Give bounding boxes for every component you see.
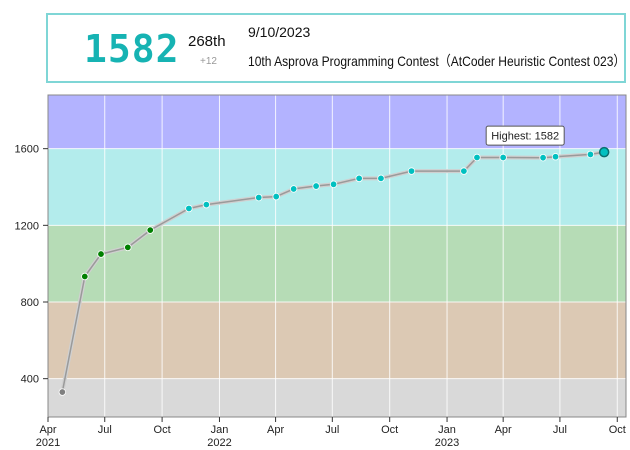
- data-point-4: [146, 226, 154, 234]
- data-point-10: [312, 182, 320, 190]
- contest-summary-card: 1582 268th +12 9/10/2023 10th Asprova Pr…: [46, 13, 626, 83]
- data-point-2: [97, 250, 105, 258]
- rating-line: [61, 151, 605, 393]
- rating-band-3: [48, 148, 626, 226]
- x-tick-label-8: Apr: [495, 424, 512, 436]
- data-point-8: [272, 192, 280, 201]
- data-point-12: [355, 174, 363, 183]
- x-tick-label-9: Jul: [553, 424, 567, 436]
- data-point-14: [407, 167, 416, 175]
- highest-label: Highest: 1582: [491, 131, 559, 143]
- x-tick-label-10: Oct: [609, 424, 626, 436]
- x-tick-label-1: Jul: [98, 424, 112, 436]
- x-tick-label-2: Oct: [154, 424, 171, 436]
- rating-change: +12: [200, 56, 217, 67]
- data-point-0: [58, 388, 67, 396]
- y-tick-label-1: 800: [21, 297, 39, 309]
- data-point-7: [255, 193, 263, 202]
- x-tick-label-3: Jan: [211, 424, 229, 436]
- y-tick-label-3: 1600: [15, 144, 39, 156]
- y-tick-label-0: 400: [21, 374, 39, 386]
- data-point-21: [598, 146, 610, 158]
- data-point-3: [124, 243, 132, 252]
- x-tick-year-3: 2022: [207, 437, 231, 449]
- x-tick-label-4: Apr: [267, 424, 284, 436]
- contest-date: 9/10/2023: [248, 24, 311, 40]
- current-rating: 1582: [84, 27, 180, 71]
- data-point-16: [473, 153, 481, 162]
- x-tick-label-7: Jan: [438, 424, 456, 436]
- plot-frame: [47, 94, 627, 418]
- rating-band-0: [48, 378, 626, 417]
- data-point-6: [202, 200, 211, 209]
- y-tick-label-2: 1200: [15, 220, 39, 232]
- data-point-18: [539, 153, 547, 162]
- rating-band-1: [48, 302, 626, 379]
- highest-label-box: [485, 125, 565, 146]
- data-point-17: [499, 153, 507, 162]
- x-tick-label-0: Apr: [39, 424, 56, 436]
- x-tick-label-6: Oct: [381, 424, 398, 436]
- data-point-15: [460, 167, 468, 175]
- rating-band-2: [48, 225, 626, 302]
- data-point-19: [551, 153, 560, 161]
- data-point-1: [81, 272, 89, 281]
- data-point-9: [289, 185, 298, 193]
- data-point-13: [377, 174, 385, 183]
- contest-rank: 268th: [188, 33, 226, 50]
- data-point-5: [185, 204, 193, 213]
- contest-name[interactable]: 10th Asprova Programming Contest（AtCoder…: [248, 53, 626, 69]
- x-tick-year-0: 2021: [36, 437, 60, 449]
- data-point-20: [586, 150, 595, 159]
- data-point-11: [329, 180, 338, 189]
- x-tick-year-7: 2023: [435, 437, 459, 449]
- x-tick-label-5: Jul: [325, 424, 339, 436]
